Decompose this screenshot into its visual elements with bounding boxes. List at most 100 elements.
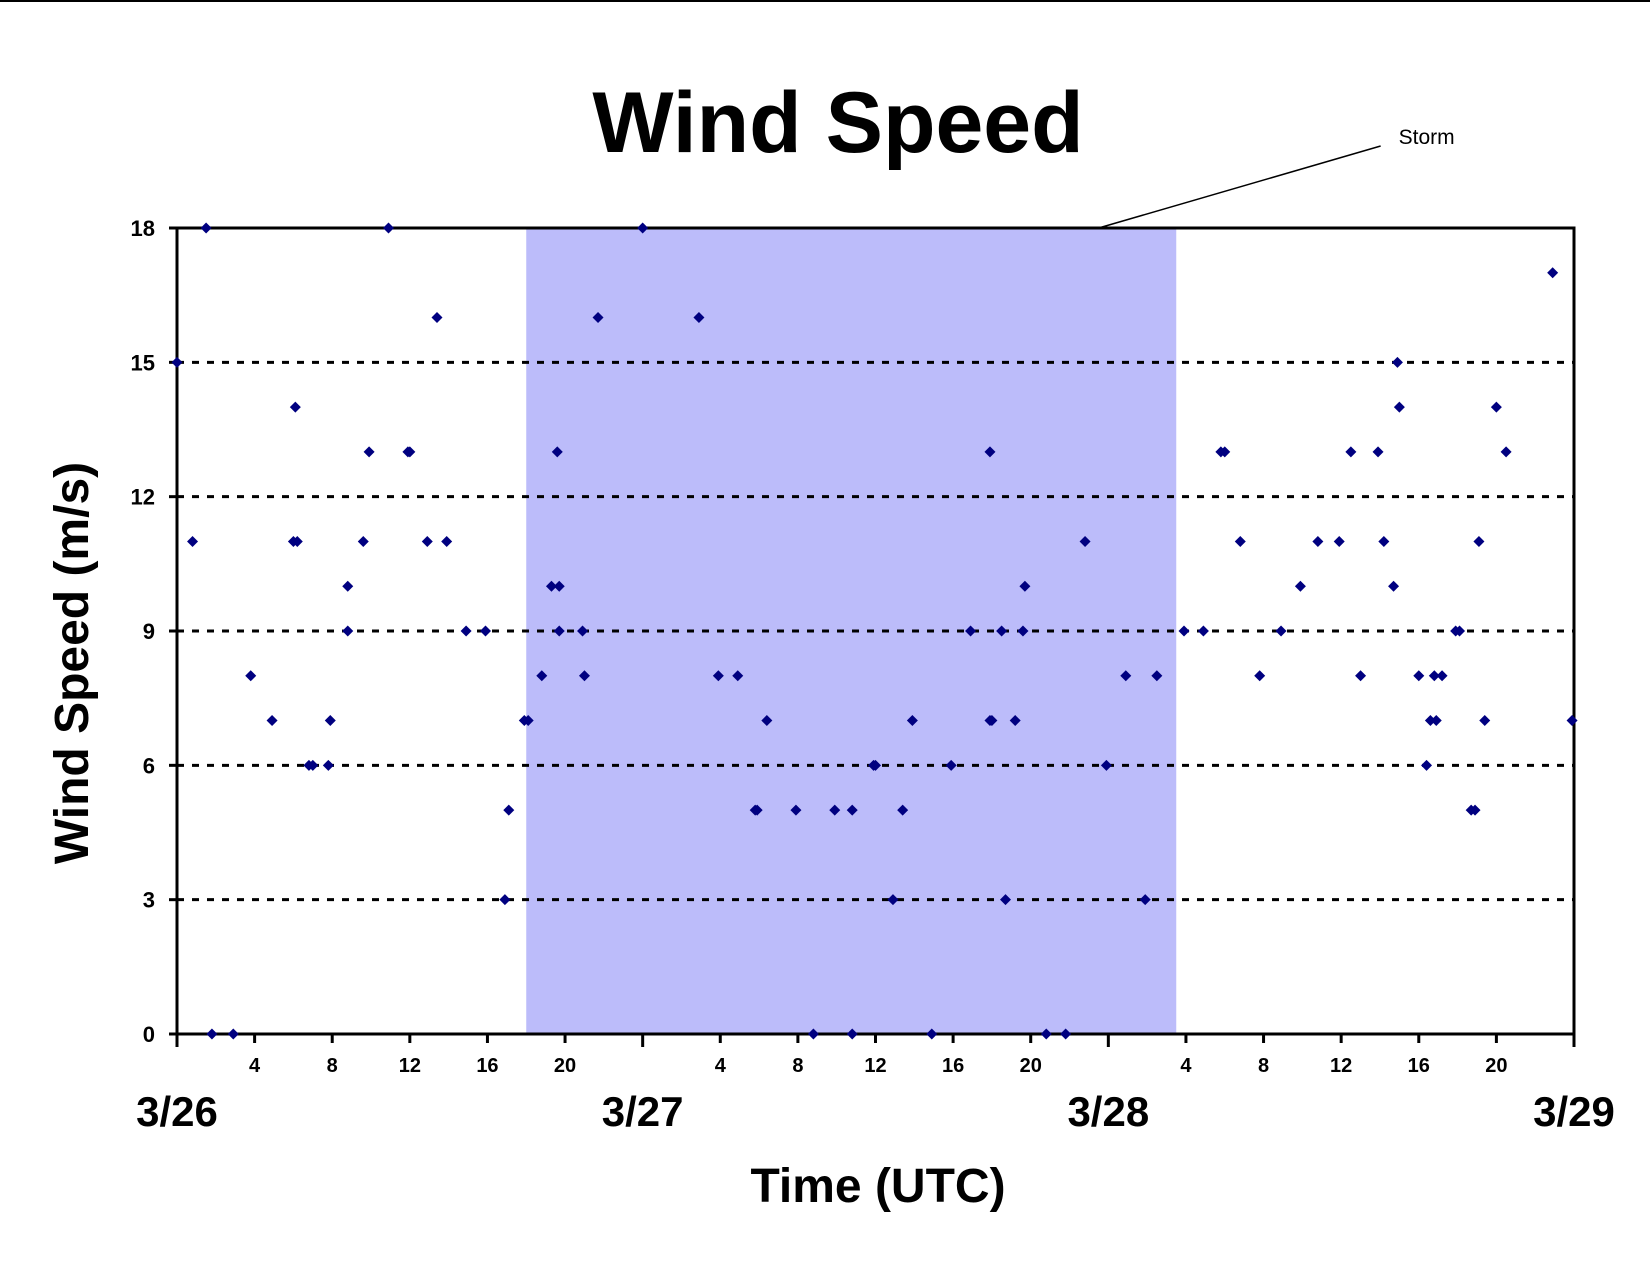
data-point — [307, 759, 319, 771]
x-hour-tick-label: 4 — [249, 1055, 261, 1077]
data-point — [1454, 625, 1466, 637]
data-point — [1413, 670, 1425, 682]
data-point — [1060, 1028, 1072, 1040]
data-point — [897, 804, 909, 816]
data-point — [906, 715, 918, 727]
data-point — [1566, 715, 1578, 727]
x-hour-tick-label: 12 — [399, 1055, 421, 1077]
data-point — [592, 312, 604, 324]
data-point — [887, 894, 899, 906]
data-point — [761, 715, 773, 727]
data-point — [1219, 446, 1231, 458]
data-point — [1234, 535, 1246, 547]
x-hour-tick-label: 12 — [1330, 1055, 1352, 1077]
data-point — [206, 1028, 218, 1040]
data-point — [1017, 625, 1029, 637]
data-point — [1436, 670, 1448, 682]
data-point — [522, 715, 534, 727]
data-point — [1100, 759, 1112, 771]
data-point — [342, 580, 354, 592]
data-point — [227, 1028, 239, 1040]
data-point — [171, 356, 183, 368]
data-point — [1500, 446, 1512, 458]
data-point — [1421, 759, 1433, 771]
data-point — [289, 401, 301, 413]
data-point — [945, 759, 957, 771]
data-point — [291, 535, 303, 547]
data-point — [266, 715, 278, 727]
data-point — [732, 670, 744, 682]
data-point — [1333, 535, 1345, 547]
data-point — [245, 670, 257, 682]
data-point — [551, 446, 563, 458]
data-point — [986, 715, 998, 727]
data-point — [342, 625, 354, 637]
data-point — [807, 1028, 819, 1040]
data-point — [1178, 625, 1190, 637]
data-point — [1388, 580, 1400, 592]
storm-annotation-leader — [1098, 145, 1381, 229]
data-point — [1393, 401, 1405, 413]
y-tick-label: 6 — [143, 753, 155, 778]
x-hour-tick-label: 20 — [1485, 1055, 1507, 1077]
y-tick-label: 0 — [143, 1022, 155, 1047]
y-tick-label: 3 — [143, 888, 155, 913]
data-point — [1372, 446, 1384, 458]
x-day-label: 3/26 — [136, 1088, 218, 1135]
data-point — [577, 625, 589, 637]
data-point — [499, 894, 511, 906]
top-border-line — [0, 0, 1650, 2]
data-point — [200, 222, 212, 234]
data-point — [545, 580, 557, 592]
x-hour-tick-label: 4 — [715, 1055, 727, 1077]
x-day-label: 3/27 — [602, 1088, 684, 1135]
data-point — [1275, 625, 1287, 637]
x-hour-tick-label: 16 — [942, 1055, 964, 1077]
data-point — [421, 535, 433, 547]
x-hour-tick-label: 16 — [476, 1055, 498, 1077]
data-point — [1490, 401, 1502, 413]
data-point — [441, 535, 453, 547]
y-tick-label: 12 — [131, 485, 155, 510]
data-point — [846, 1028, 858, 1040]
data-point — [1254, 670, 1266, 682]
data-point — [1139, 894, 1151, 906]
x-hour-tick-label: 16 — [1408, 1055, 1430, 1077]
data-point — [1040, 1028, 1052, 1040]
data-point — [1151, 670, 1163, 682]
data-point — [693, 312, 705, 324]
data-point — [1430, 715, 1442, 727]
data-point — [460, 625, 472, 637]
data-point — [1009, 715, 1021, 727]
data-point — [1120, 670, 1132, 682]
data-point — [996, 625, 1008, 637]
data-point — [846, 804, 858, 816]
data-point — [404, 446, 416, 458]
data-point — [357, 535, 369, 547]
x-hour-tick-label: 8 — [327, 1055, 338, 1077]
data-point — [999, 894, 1011, 906]
data-point — [382, 222, 394, 234]
data-point — [1424, 715, 1436, 727]
x-hour-tick-label: 20 — [1020, 1055, 1042, 1077]
x-hour-tick-label: 20 — [554, 1055, 576, 1077]
data-point — [1355, 670, 1367, 682]
y-axis-title: Wind Speed (m/s) — [46, 462, 99, 864]
y-tick-label: 18 — [131, 216, 155, 241]
data-point — [363, 446, 375, 458]
x-day-label: 3/28 — [1067, 1088, 1149, 1135]
data-point — [431, 312, 443, 324]
data-point — [712, 670, 724, 682]
storm-annotation-label: Storm — [1399, 126, 1455, 149]
x-hour-tick-label: 8 — [792, 1055, 803, 1077]
data-point — [637, 222, 649, 234]
data-point — [790, 804, 802, 816]
data-point — [1294, 580, 1306, 592]
data-point — [1479, 715, 1491, 727]
data-point — [187, 535, 199, 547]
data-point — [578, 670, 590, 682]
data-point — [870, 759, 881, 771]
data-point — [1312, 535, 1324, 547]
chart-title: Wind Speed — [592, 75, 1083, 171]
